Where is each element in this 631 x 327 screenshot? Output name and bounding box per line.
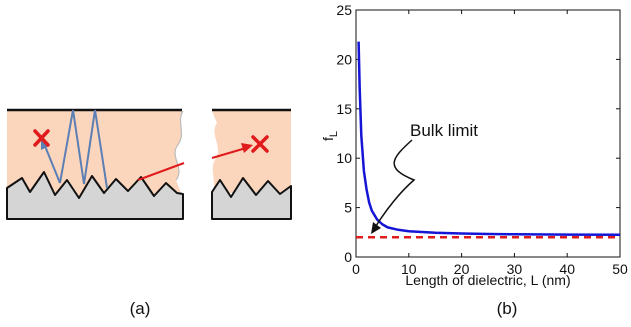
panel-a	[6, 108, 185, 220]
zigzag-ray	[59, 109, 108, 189]
panel-a-right	[211, 108, 292, 220]
x-tick-label: 40	[559, 261, 575, 277]
x-tick-label: 0	[352, 261, 360, 277]
reflected-ray	[44, 145, 61, 184]
bulk-limit-annotation: Bulk limit	[410, 121, 478, 140]
annotation-pointer-arrowhead	[371, 222, 381, 234]
axis-ticks: 0 10 20 30 40 50 0 5 10 15 20 25	[336, 2, 628, 277]
y-axis-label: fL	[320, 131, 340, 141]
absorbed-cross-icon-right	[251, 135, 269, 153]
caption-b: (b)	[497, 299, 518, 318]
y-tick-label: 5	[344, 200, 352, 216]
x-tick-label: 10	[401, 261, 417, 277]
x-tick-label: 20	[454, 261, 470, 277]
y-tick-label: 20	[336, 51, 352, 67]
caption-a: (a)	[130, 299, 151, 318]
escaping-ray	[137, 162, 185, 181]
plot-frame	[355, 9, 621, 258]
y-tick-label: 10	[336, 150, 352, 166]
x-tick-label: 50	[612, 261, 628, 277]
dielectric-left	[7, 111, 183, 198]
electrode-right	[211, 177, 292, 220]
fl-curve	[357, 41, 621, 237]
x-tick-label: 30	[507, 261, 523, 277]
series-group	[356, 41, 621, 239]
chart: 0 10 20 30 40 50 0 5 10 15 20 25 Length of dielectr…	[320, 2, 628, 288]
annotation-pointer	[375, 139, 416, 227]
incoming-ray-arrowhead	[241, 143, 253, 153]
break-left	[174, 110, 184, 181]
electrode-left	[6, 171, 184, 220]
y-tick-label: 25	[336, 2, 352, 18]
dielectric-right	[212, 111, 291, 193]
y-tick-label: 15	[336, 101, 352, 117]
x-axis-label: Length of dielectric, L (nm)	[405, 272, 570, 288]
absorbed-cross-icon	[33, 129, 50, 147]
incoming-ray	[211, 147, 247, 159]
y-tick-label: 0	[344, 249, 352, 265]
